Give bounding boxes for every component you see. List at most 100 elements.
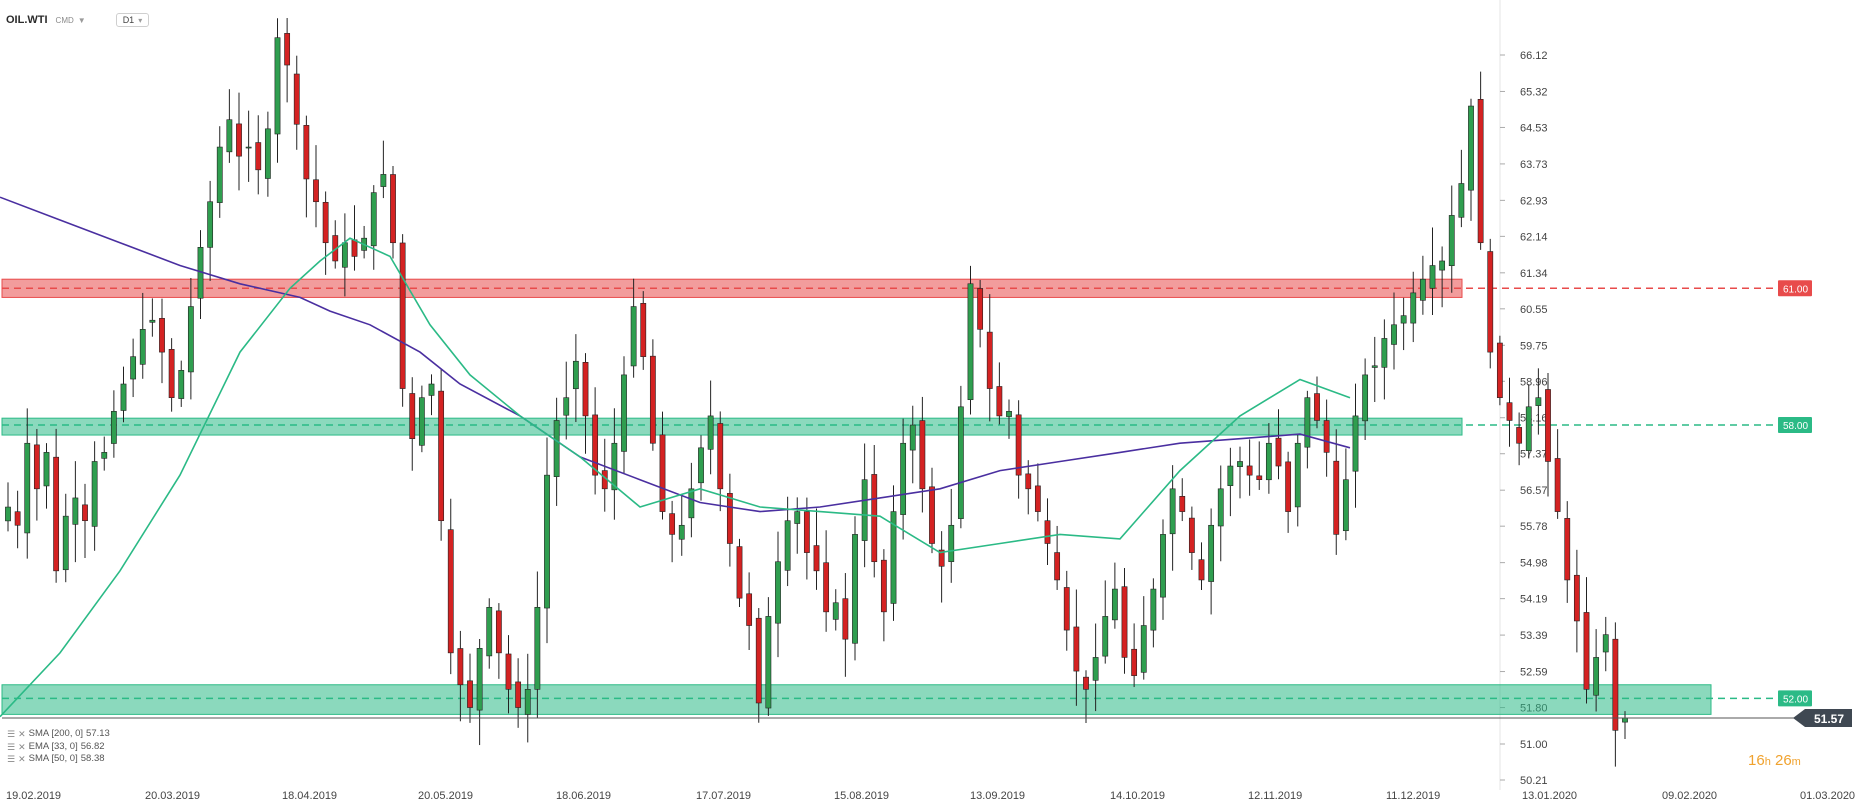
candle-body (274, 37, 281, 135)
candle-body (1468, 105, 1474, 191)
candle-body (1612, 638, 1619, 731)
candle-body (871, 474, 878, 563)
candle-body (1535, 397, 1542, 406)
symbol-label[interactable]: OIL.WTI (6, 14, 48, 26)
x-tick-label: 09.02.2020 (1662, 790, 1717, 802)
candle-body (1179, 496, 1186, 512)
candle-body (1391, 324, 1397, 345)
candle-body (755, 617, 762, 704)
candle-body (823, 562, 830, 613)
candle-body (1545, 389, 1551, 462)
y-tick-label: 58.96 (1520, 376, 1548, 388)
candle-body (909, 424, 916, 451)
candle-body (370, 192, 377, 247)
candle-body (919, 420, 926, 490)
candle-body (120, 383, 127, 411)
candle-body (1323, 420, 1330, 453)
candle-body (1169, 488, 1176, 535)
x-tick-label: 20.05.2019 (418, 790, 473, 802)
y-tick-label: 62.14 (1520, 231, 1548, 243)
candle-body (1198, 559, 1205, 581)
candle-body (1275, 437, 1282, 467)
x-tick-label: 19.02.2019 (6, 790, 61, 802)
indicator-label: EMA [33, 0] (28, 740, 78, 752)
candle-body (264, 128, 271, 179)
indicator-value: 56.82 (80, 740, 105, 752)
candle-body (1381, 338, 1388, 368)
timer-minutes: 26 (1774, 752, 1792, 769)
close-icon[interactable]: ✕ (18, 754, 26, 764)
candle-body (794, 511, 801, 524)
y-tick-label: 62.93 (1520, 195, 1548, 207)
y-tick-label: 66.12 (1520, 50, 1548, 62)
close-icon[interactable]: ✕ (18, 741, 26, 752)
indicator-row[interactable]: ☰ ✕ EMA [33, 0] 56.82 (7, 741, 110, 754)
settings-icon[interactable]: ☰ (7, 741, 16, 752)
candle-body (1439, 260, 1446, 271)
candle-body (1487, 251, 1494, 353)
candle-body (775, 561, 781, 624)
x-tick-label: 15.08.2019 (834, 790, 889, 802)
candle-body (418, 397, 425, 446)
candle-body (351, 239, 358, 257)
candle-body (1285, 461, 1292, 512)
candle-body (178, 370, 185, 399)
y-tick-label: 61.34 (1520, 268, 1548, 280)
candle-body (938, 549, 945, 567)
candle-body (1419, 278, 1426, 301)
candle-body (582, 362, 589, 417)
candle-body (62, 515, 69, 571)
timer-hours: 16 (1748, 752, 1765, 769)
candle-body (1227, 465, 1234, 486)
candle-body (996, 386, 1003, 417)
candle-body (1506, 402, 1513, 421)
candle-body (929, 486, 935, 544)
candle-body (322, 201, 329, 244)
y-tick-label: 55.78 (1520, 521, 1548, 533)
candle-body (216, 146, 223, 203)
close-icon[interactable]: ✕ (18, 729, 26, 739)
candle-body (1188, 517, 1195, 553)
candle-body (139, 329, 146, 365)
indicator-row[interactable]: ☰ ✕ SMA [200, 0] 57.13 (7, 728, 110, 741)
candle-body (236, 123, 242, 157)
candle-body (1573, 574, 1580, 622)
y-tick-label: 51.00 (1520, 739, 1548, 751)
x-tick-label: 12.11.2019 (1248, 790, 1302, 802)
settings-icon[interactable]: ☰ (7, 754, 16, 764)
candle-body (534, 606, 541, 690)
candle-body (1564, 518, 1571, 581)
zone-price-tag (1778, 417, 1812, 434)
zone-price-label: 52.00 (1783, 694, 1808, 705)
candle-body (1140, 625, 1147, 673)
timeframe-value: D1 (122, 15, 135, 25)
indicator-row[interactable]: ☰ ✕ SMA [50, 0] 58.38 (7, 753, 110, 766)
candle-body (784, 520, 791, 571)
candle-body (1314, 393, 1320, 421)
candle-body (1342, 479, 1349, 532)
candle-body (1602, 634, 1609, 653)
candle-body (986, 331, 993, 389)
candle-body (1063, 587, 1070, 631)
settings-icon[interactable]: ☰ (7, 729, 16, 739)
candle-body (688, 488, 695, 519)
candle-body (890, 511, 897, 604)
candle-body (1477, 99, 1484, 244)
caret-down-icon[interactable]: ▼ (77, 15, 86, 25)
indicator-label: SMA [200, 0] (28, 728, 84, 739)
candle-body (457, 648, 464, 686)
candle-body (678, 524, 685, 540)
candle-body (399, 242, 406, 389)
candle-body (1150, 588, 1157, 631)
timeframe-select[interactable]: D1 ▾ (115, 13, 150, 27)
y-tick-label: 64.53 (1520, 122, 1548, 134)
candle-body (313, 179, 319, 203)
candle-body (495, 610, 502, 654)
candle-body (341, 242, 348, 268)
candle-body (1583, 612, 1590, 690)
candle-body (14, 511, 21, 526)
x-tick-label: 13.01.2020 (1522, 790, 1577, 802)
candle-body (1025, 473, 1032, 490)
